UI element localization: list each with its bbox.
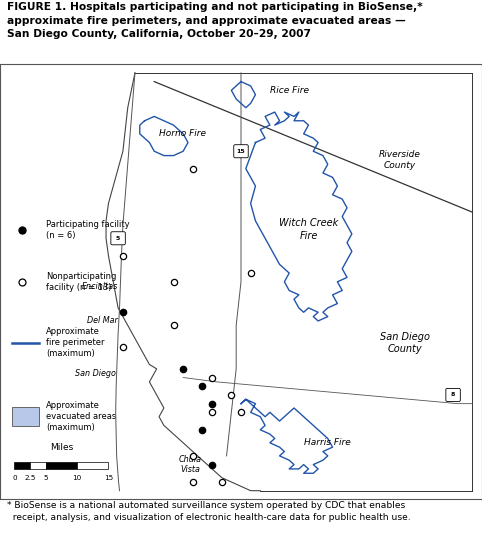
Text: Horno Fire: Horno Fire [159,129,206,138]
Polygon shape [386,308,453,334]
FancyBboxPatch shape [46,461,77,469]
Text: 5: 5 [116,236,120,241]
Polygon shape [241,282,299,308]
FancyBboxPatch shape [12,407,39,426]
FancyBboxPatch shape [77,461,108,469]
Polygon shape [212,108,251,138]
Text: 15: 15 [237,149,245,154]
Polygon shape [395,199,468,247]
Text: Miles: Miles [50,442,73,452]
Text: Encinitas: Encinitas [82,282,118,290]
Polygon shape [299,456,424,482]
Polygon shape [265,421,376,456]
Text: Witch Creek
Fire: Witch Creek Fire [279,218,338,241]
Text: Approximate
fire perimeter
(maximum): Approximate fire perimeter (maximum) [46,327,104,358]
FancyBboxPatch shape [446,388,460,401]
Polygon shape [347,247,434,282]
FancyBboxPatch shape [14,461,30,469]
Text: Participating facility
(n = 6): Participating facility (n = 6) [46,220,129,239]
Text: Riverside
County: Riverside County [379,150,421,170]
Text: Nonparticipating
facility (n = 13): Nonparticipating facility (n = 13) [46,272,116,292]
Text: San Diego
County: San Diego County [380,331,430,354]
Text: Harris Fire: Harris Fire [304,438,350,447]
Text: 2.5: 2.5 [25,474,36,480]
Polygon shape [434,230,468,260]
Polygon shape [106,73,472,491]
Polygon shape [415,334,468,356]
FancyBboxPatch shape [30,461,46,469]
Polygon shape [241,247,347,282]
Polygon shape [241,186,395,247]
Text: * BioSense is a national automated surveillance system operated by CDC that enab: * BioSense is a national automated surve… [7,500,411,522]
Text: Rice Fire: Rice Fire [270,86,309,95]
Text: Approximate
evacuated areas
(maximum): Approximate evacuated areas (maximum) [46,401,116,432]
Text: Chula
Vista: Chula Vista [179,455,202,474]
Text: 5: 5 [43,474,48,480]
Text: FIGURE 1. Hospitals participating and not participating in BioSense,*
approximat: FIGURE 1. Hospitals participating and no… [7,2,423,39]
Polygon shape [386,447,468,482]
Polygon shape [231,391,337,421]
Text: San Diego: San Diego [75,369,116,378]
FancyBboxPatch shape [234,145,248,158]
Polygon shape [376,138,443,169]
Text: 10: 10 [72,474,82,480]
Text: Del Mar: Del Mar [87,317,118,325]
Polygon shape [347,421,443,456]
Polygon shape [251,99,308,138]
Polygon shape [265,308,337,334]
Text: 0: 0 [12,474,17,480]
FancyBboxPatch shape [111,232,125,245]
Text: 15: 15 [104,474,113,480]
Text: 8: 8 [451,392,455,398]
Polygon shape [395,169,468,199]
Polygon shape [251,138,376,186]
Polygon shape [135,125,183,164]
